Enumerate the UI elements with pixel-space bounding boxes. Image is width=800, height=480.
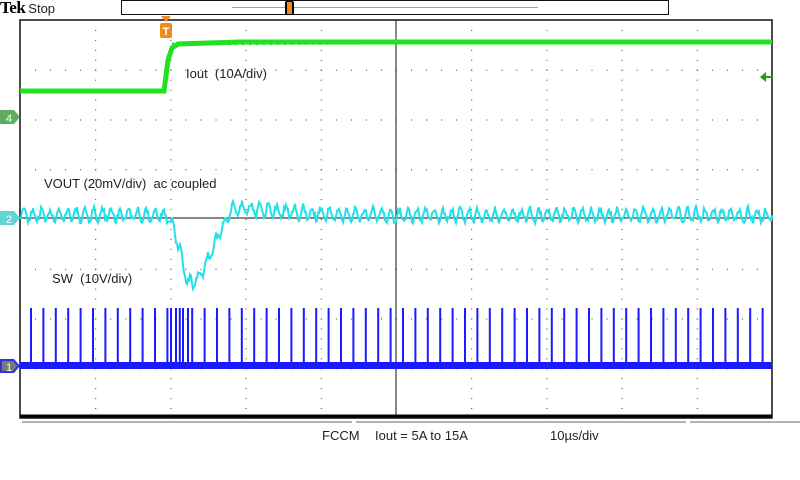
- svg-text:4: 4: [6, 113, 12, 125]
- waveform-display: T 4 2 1: [0, 0, 800, 480]
- svg-text:1: 1: [6, 362, 12, 374]
- ch2-ground-marker-icon: 2: [0, 211, 20, 226]
- footer-condition: Iout = 5A to 15A: [375, 428, 468, 443]
- ch1-trace-baseline: [20, 362, 772, 369]
- ch4-ground-marker-icon: 4: [0, 110, 20, 125]
- ch1-ground-marker-icon: 1: [0, 359, 20, 374]
- ch4-label: Iout (10A/div): [186, 66, 267, 81]
- ch2-label: VOUT (20mV/div) ac coupled: [44, 176, 216, 191]
- footer-mode: FCCM: [322, 428, 360, 443]
- ch1-label: SW (10V/div): [52, 271, 132, 286]
- trigger-position-icon: [161, 16, 171, 22]
- footer-timebase: 10µs/div: [550, 428, 599, 443]
- svg-text:T: T: [163, 26, 170, 38]
- svg-text:2: 2: [6, 214, 12, 226]
